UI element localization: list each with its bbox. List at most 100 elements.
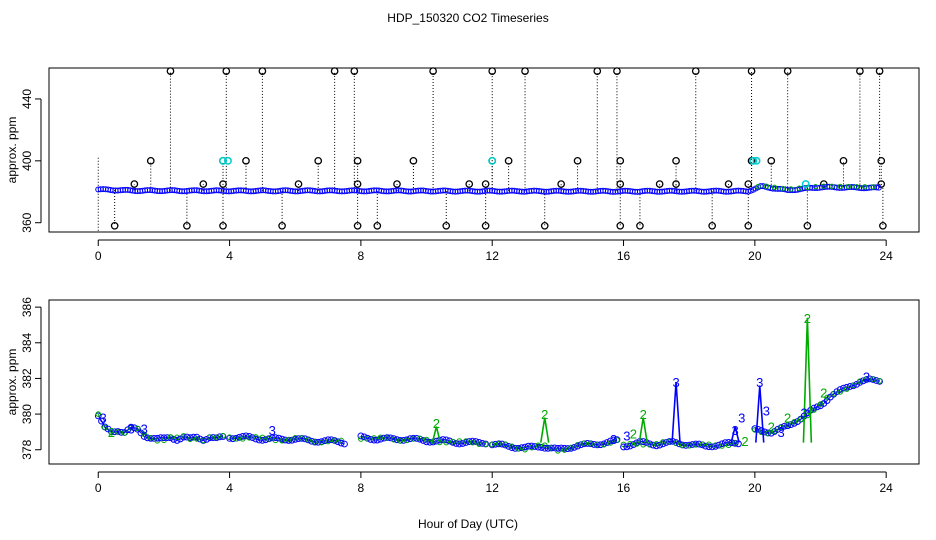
spike-385-marker — [353, 180, 362, 188]
baseline-green-point — [780, 185, 786, 192]
spike-low-marker — [616, 221, 625, 230]
series-2-label: 2 — [784, 411, 791, 426]
series-2-label: 2 — [768, 420, 775, 435]
series-point — [226, 435, 233, 442]
series-point — [180, 433, 188, 441]
series-green-point — [207, 434, 213, 440]
bottom-y-axis-label: approx. ppm — [5, 349, 19, 416]
series-green-point — [410, 436, 417, 442]
series-green-point — [857, 378, 863, 384]
series-point — [163, 434, 171, 442]
series-point — [521, 443, 529, 451]
cyan-point — [219, 156, 227, 165]
baseline-point — [875, 184, 882, 191]
series-point — [840, 384, 847, 392]
x-tick-label: 16 — [617, 481, 631, 495]
spike-385-marker — [199, 180, 208, 188]
spike-385-marker — [465, 180, 474, 188]
spike-385-marker — [724, 180, 733, 188]
series-point — [413, 434, 421, 442]
series-green-point — [292, 435, 299, 441]
spike-high-marker — [222, 67, 231, 75]
series-2-label: 2 — [640, 407, 647, 422]
series-3-label: 3 — [141, 421, 148, 436]
series-point — [380, 434, 388, 442]
series-point — [281, 436, 289, 444]
series-point — [229, 435, 237, 443]
series-point — [216, 433, 224, 441]
series-point — [761, 428, 769, 436]
series-point — [626, 442, 634, 450]
series-point — [597, 441, 604, 449]
series-3-label: 3 — [610, 432, 617, 447]
series-point — [492, 440, 499, 448]
series-green-point — [312, 439, 318, 445]
series-green-point — [646, 442, 653, 448]
series-3-label: 3 — [672, 375, 679, 390]
cyan-point — [752, 156, 761, 165]
x-tick-label: 12 — [486, 249, 500, 263]
series-2-label: 2 — [108, 425, 115, 440]
series-green-point — [548, 444, 555, 451]
y-tick-label: 384 — [20, 332, 34, 352]
spike-385-marker — [393, 180, 401, 188]
series-green-point — [463, 438, 469, 444]
series-2-label: 2 — [541, 407, 548, 422]
green-spike-line — [431, 426, 442, 443]
blue-spike-line — [755, 385, 765, 443]
series-point — [446, 437, 453, 445]
series-2-label: 2 — [433, 416, 440, 431]
series-point — [790, 419, 798, 427]
series-point — [373, 436, 381, 444]
series-green-point — [476, 441, 482, 447]
series-green-point — [876, 378, 883, 384]
spike-385-marker — [655, 180, 664, 188]
baseline-green-point — [821, 183, 827, 189]
series-point — [872, 377, 880, 384]
series-green-point — [285, 436, 292, 443]
series-point — [314, 438, 322, 446]
series-point — [272, 434, 279, 442]
series-point — [810, 404, 818, 412]
series-point — [590, 441, 598, 448]
series-point — [853, 381, 861, 388]
spike-400-marker — [242, 156, 250, 165]
series-point — [186, 434, 194, 442]
spike-385-marker — [616, 180, 625, 188]
series-point — [754, 425, 762, 433]
series-green-point — [338, 437, 344, 444]
series-point — [455, 440, 463, 448]
series-3-label: 3 — [269, 423, 276, 438]
baseline-point — [873, 184, 880, 191]
y-tick-label: 378 — [20, 439, 34, 459]
series-point — [777, 424, 785, 431]
spike-400-marker — [314, 156, 323, 165]
series-green-point — [377, 434, 384, 441]
series-point — [780, 422, 788, 430]
series-point — [649, 441, 657, 449]
series-point — [584, 440, 591, 447]
series-2-label: 2 — [741, 434, 748, 449]
series-green-point — [246, 434, 253, 441]
series-point — [554, 444, 562, 452]
series-point — [541, 444, 549, 452]
seg-a-blue-line — [97, 415, 224, 441]
series-3-label: 3 — [800, 405, 807, 420]
series-point — [662, 439, 670, 446]
series-point — [478, 439, 486, 447]
series-point — [656, 441, 664, 449]
series-point — [564, 445, 572, 452]
cyan-point — [488, 156, 497, 165]
series-point — [718, 440, 726, 448]
series-point — [689, 441, 696, 448]
spike-low-marker — [708, 221, 717, 230]
spike-385-marker — [481, 180, 490, 188]
spike-high-marker — [166, 67, 175, 75]
series-green-point — [594, 441, 601, 448]
series-point — [843, 383, 851, 391]
y-tick-label: 382 — [20, 368, 34, 388]
series-green-point — [331, 437, 338, 444]
series-green-point — [863, 376, 870, 382]
series-point — [836, 386, 844, 393]
spike-low-marker — [219, 221, 227, 230]
